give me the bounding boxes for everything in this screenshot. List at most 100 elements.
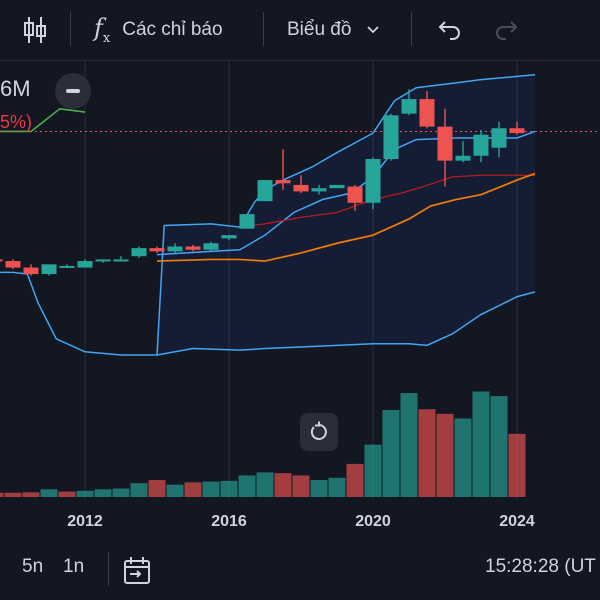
volume-bar xyxy=(220,480,238,497)
volume-bar xyxy=(382,409,400,497)
clock-time[interactable]: 15:28:28 (UT xyxy=(485,556,596,577)
function-icon: fx xyxy=(94,14,111,46)
candle-body xyxy=(473,134,489,156)
bollinger-lower-line xyxy=(156,291,536,356)
range-1y-button[interactable]: 1n xyxy=(63,556,85,577)
bottom-bar xyxy=(0,541,600,600)
candle-body xyxy=(257,180,273,202)
volume-bar xyxy=(292,475,310,497)
redo-icon xyxy=(496,21,518,40)
volume-bar xyxy=(4,492,22,497)
toolbar-divider xyxy=(70,12,71,46)
volume-bar xyxy=(328,477,346,497)
redo-button[interactable] xyxy=(494,0,520,60)
x-axis-tick-label: 2020 xyxy=(355,513,391,530)
chart-style-button[interactable] xyxy=(22,0,48,60)
candle-body xyxy=(131,248,147,257)
legend-volume-value: 6M xyxy=(0,76,31,101)
candle-body xyxy=(221,235,237,239)
volume-bar xyxy=(436,413,454,497)
indicator-line xyxy=(0,107,86,133)
volume-bar xyxy=(238,475,256,497)
toolbar-border xyxy=(0,60,600,61)
candle-body xyxy=(491,128,507,148)
candle-body xyxy=(329,184,345,189)
candle-body xyxy=(419,99,435,127)
candle-body xyxy=(509,128,525,134)
volume-bar xyxy=(508,433,526,497)
calendar-icon xyxy=(124,557,150,584)
volume-bar xyxy=(76,490,94,497)
x-axis-tick-label: 2024 xyxy=(499,513,535,530)
volume-bar xyxy=(22,492,40,497)
candle-body xyxy=(167,246,183,252)
candle-body xyxy=(41,264,57,275)
volume-bar xyxy=(94,489,112,497)
volume-bar xyxy=(184,482,202,497)
undo-icon xyxy=(438,21,460,40)
volume-bar xyxy=(274,473,292,497)
ma-red-line xyxy=(239,174,535,228)
toolbar-divider xyxy=(411,12,412,46)
legend-change-pct: 5%) xyxy=(0,112,33,132)
reset-chart-button[interactable] xyxy=(300,413,338,451)
candle-body xyxy=(185,246,201,250)
candle-body xyxy=(95,259,111,262)
chart-area[interactable]: 2012 2016 2020 2024 xyxy=(0,61,600,541)
top-toolbar: fx Các chỉ báo Biểu đồ xyxy=(0,0,600,60)
chart-type-dropdown[interactable]: Biểu đồ xyxy=(287,0,381,60)
candle-body xyxy=(383,115,399,160)
chart-type-label: Biểu đồ xyxy=(287,19,352,40)
candle-body xyxy=(5,261,21,268)
chevron-down-icon xyxy=(367,26,380,34)
undo-button[interactable] xyxy=(436,0,462,60)
volume-bar xyxy=(0,492,4,497)
volume-bar xyxy=(454,418,472,497)
indicators-button[interactable]: fx Các chỉ báo xyxy=(94,0,223,60)
volume-bar xyxy=(346,463,364,497)
candle-body xyxy=(401,99,417,114)
chart-canvas[interactable]: 2012 2016 2020 2024 xyxy=(0,61,600,541)
x-axis-tick-label: 2012 xyxy=(67,513,103,530)
volume-bar xyxy=(400,393,418,497)
volume-bar xyxy=(490,396,508,497)
volume-bar xyxy=(58,491,76,497)
range-5y-button[interactable]: 5n xyxy=(22,556,44,577)
candle-body xyxy=(365,159,381,203)
volume-bar xyxy=(148,480,166,497)
minus-icon xyxy=(66,89,80,93)
volume-bar xyxy=(472,391,490,497)
volume-bar xyxy=(166,484,184,497)
candlestick-icon xyxy=(24,17,46,43)
volume-bar xyxy=(112,488,130,497)
x-axis-tick-label: 2016 xyxy=(211,513,247,530)
volume-bar xyxy=(364,444,382,497)
volume-bar xyxy=(418,409,436,497)
candle-body xyxy=(239,214,255,229)
bottom-divider xyxy=(108,552,109,586)
candle-body xyxy=(0,259,3,262)
candle-body xyxy=(275,180,291,184)
bollinger-band-fill xyxy=(157,74,535,356)
candle-body xyxy=(203,243,219,250)
moving-average-line xyxy=(156,172,536,262)
volume-bar xyxy=(202,481,220,497)
toolbar-divider xyxy=(263,12,264,46)
volume-bar xyxy=(130,483,148,497)
date-range-button[interactable] xyxy=(122,556,152,592)
rotate-icon xyxy=(310,421,327,440)
candle-body xyxy=(23,267,39,275)
candle-body xyxy=(311,188,327,192)
volume-bar xyxy=(40,489,58,497)
candle-body xyxy=(437,126,453,161)
volume-bar xyxy=(256,472,274,497)
candle-body xyxy=(149,248,165,252)
candle-body xyxy=(59,265,75,268)
candle-body xyxy=(113,259,129,262)
candle-body xyxy=(347,186,363,203)
candle-body xyxy=(455,155,471,161)
candle-body xyxy=(293,184,309,192)
candle-body xyxy=(77,261,93,268)
collapse-legend-button[interactable] xyxy=(55,73,91,109)
volume-bar xyxy=(310,480,328,497)
